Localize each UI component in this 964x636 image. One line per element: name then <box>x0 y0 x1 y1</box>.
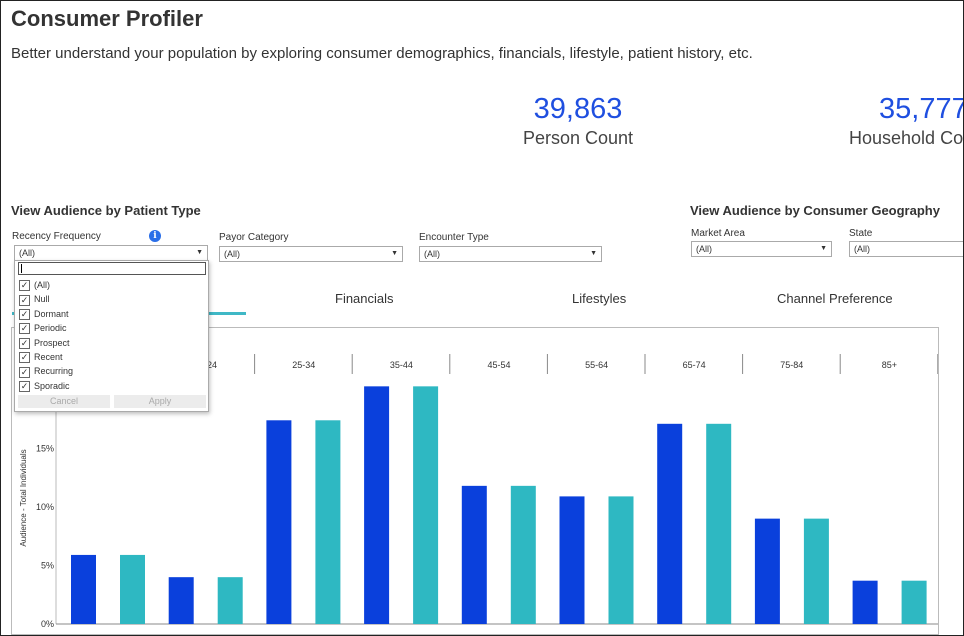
y-tick-label: 15% <box>36 443 54 453</box>
dropdown-option[interactable]: ✓ Null <box>19 293 50 307</box>
bar-series-1 <box>461 485 487 624</box>
bar-series-2 <box>315 420 341 624</box>
y-tick-label: 5% <box>41 560 54 570</box>
page-subtitle: Better understand your population by exp… <box>11 45 753 62</box>
kpi-value: 39,863 <box>533 93 623 125</box>
y-axis-label: Audience - Total Individuals <box>19 449 28 546</box>
patient-type-heading: View Audience by Patient Type <box>11 203 201 218</box>
dropdown-option[interactable]: ✓ Recurring <box>19 365 73 379</box>
bar-series-1 <box>852 580 878 624</box>
select-value: (All) <box>19 248 35 258</box>
dropdown-option[interactable]: ✓ Prospect <box>19 337 70 351</box>
select-value: (All) <box>424 249 440 259</box>
dropdown-option-label: Recurring <box>34 366 74 377</box>
dropdown-option-label: Recent <box>34 352 63 362</box>
tab-lifestyles[interactable]: Lifestyles <box>572 291 627 306</box>
dropdown-option-label: Sporadic <box>34 380 70 391</box>
bar-series-1 <box>168 577 194 624</box>
bar-series-1 <box>364 386 390 624</box>
checkbox-checked-icon[interactable]: ✓ <box>19 294 30 306</box>
y-tick-label: 10% <box>36 502 54 512</box>
category-label: 35-44 <box>390 360 413 370</box>
payor-category-label: Payor Category <box>219 232 289 243</box>
info-icon[interactable]: i <box>149 230 161 242</box>
dropdown-search-input[interactable] <box>18 262 206 275</box>
dropdown-option-label: (All) <box>34 280 50 290</box>
select-value: (All) <box>224 249 240 259</box>
recency-frequency-dropdown: ✓ (All) ✓ Null ✓ Dormant ✓ Periodic ✓ Prospect ✓ Re… <box>14 260 209 412</box>
dropdown-option-label: Dormant <box>34 308 69 319</box>
dropdown-option[interactable]: ✓ (All) <box>19 279 50 293</box>
payor-category-select[interactable]: (All) ▼ <box>219 246 403 262</box>
bar-series-1 <box>657 423 683 624</box>
bar-series-1 <box>266 420 292 624</box>
chevron-down-icon: ▼ <box>820 245 827 252</box>
recency-frequency-select[interactable]: (All) ▼ <box>14 245 208 261</box>
bar-series-2 <box>413 386 439 624</box>
market-area-select[interactable]: (All) ▼ <box>691 241 832 257</box>
state-select[interactable]: (All) <box>849 241 963 257</box>
page-title: Consumer Profiler <box>11 6 203 31</box>
chevron-down-icon: ▼ <box>196 249 203 256</box>
bar-series-1 <box>754 518 780 624</box>
dropdown-option[interactable]: ✓ Sporadic <box>19 380 70 394</box>
checkbox-checked-icon[interactable]: ✓ <box>19 280 30 292</box>
age-chart-svg: 24 25-34 35-44 45-54 55-64 65-74 75-84 85+ 0% 5% 1… <box>19 354 939 629</box>
dropdown-option-label: Null <box>34 294 50 305</box>
checkbox-checked-icon[interactable]: ✓ <box>19 380 30 392</box>
dropdown-option[interactable]: ✓ Periodic <box>19 322 67 336</box>
recency-frequency-label: Recency Frequency <box>12 231 101 242</box>
kpi-label: Household Count <box>849 128 964 148</box>
kpi-value: 35,777 <box>879 93 964 125</box>
select-value: (All) <box>854 244 870 254</box>
kpi-person-count: 39,863 Person Count <box>508 93 648 149</box>
bar-series-2 <box>217 577 243 624</box>
cancel-button[interactable]: Cancel <box>18 395 110 408</box>
checkbox-checked-icon[interactable]: ✓ <box>19 366 30 378</box>
geography-heading: View Audience by Consumer Geography <box>690 203 940 218</box>
checkbox-checked-icon[interactable]: ✓ <box>19 308 30 320</box>
bar-series-2 <box>706 423 732 624</box>
category-label: 25-34 <box>292 360 315 370</box>
checkbox-checked-icon[interactable]: ✓ <box>19 352 30 364</box>
category-label: 45-54 <box>487 360 510 370</box>
market-area-label: Market Area <box>691 228 745 239</box>
state-label: State <box>849 228 873 239</box>
apply-button[interactable]: Apply <box>114 395 206 408</box>
category-label: 75-84 <box>780 360 803 370</box>
dropdown-option-label: Prospect <box>34 337 70 348</box>
text-caret <box>21 264 22 273</box>
bar-series-1 <box>71 554 96 624</box>
bar-series-2 <box>803 518 829 624</box>
y-tick-label: 0% <box>41 619 54 629</box>
checkbox-checked-icon[interactable]: ✓ <box>19 337 30 349</box>
kpi-label: Person Count <box>522 128 634 148</box>
dropdown-option[interactable]: ✓ Recent <box>19 351 63 365</box>
checkbox-checked-icon[interactable]: ✓ <box>19 323 30 335</box>
bar-series-2 <box>901 580 927 624</box>
chevron-down-icon: ▼ <box>391 250 398 257</box>
dropdown-option-label: Periodic <box>34 323 67 334</box>
age-chart: 24 25-34 35-44 45-54 55-64 65-74 75-84 85+ 0% 5% 1… <box>11 327 939 635</box>
category-label: 24 <box>207 360 217 370</box>
category-label: 65-74 <box>683 360 706 370</box>
dropdown-option[interactable]: ✓ Dormant <box>19 308 69 322</box>
bar-series-2 <box>608 496 634 624</box>
bar-series-2 <box>120 554 145 624</box>
bar-series-2 <box>510 485 536 624</box>
category-label: 85+ <box>882 360 897 370</box>
bar-series-1 <box>559 496 585 624</box>
kpi-household-count: 35,777 Household Count <box>849 93 964 149</box>
select-value: (All) <box>696 244 712 254</box>
tab-channel-preference[interactable]: Channel Preference <box>777 291 893 306</box>
encounter-type-label: Encounter Type <box>419 232 489 243</box>
encounter-type-select[interactable]: (All) ▼ <box>419 246 602 262</box>
chevron-down-icon: ▼ <box>590 250 597 257</box>
category-label: 55-64 <box>585 360 608 370</box>
tab-financials[interactable]: Financials <box>335 291 394 306</box>
